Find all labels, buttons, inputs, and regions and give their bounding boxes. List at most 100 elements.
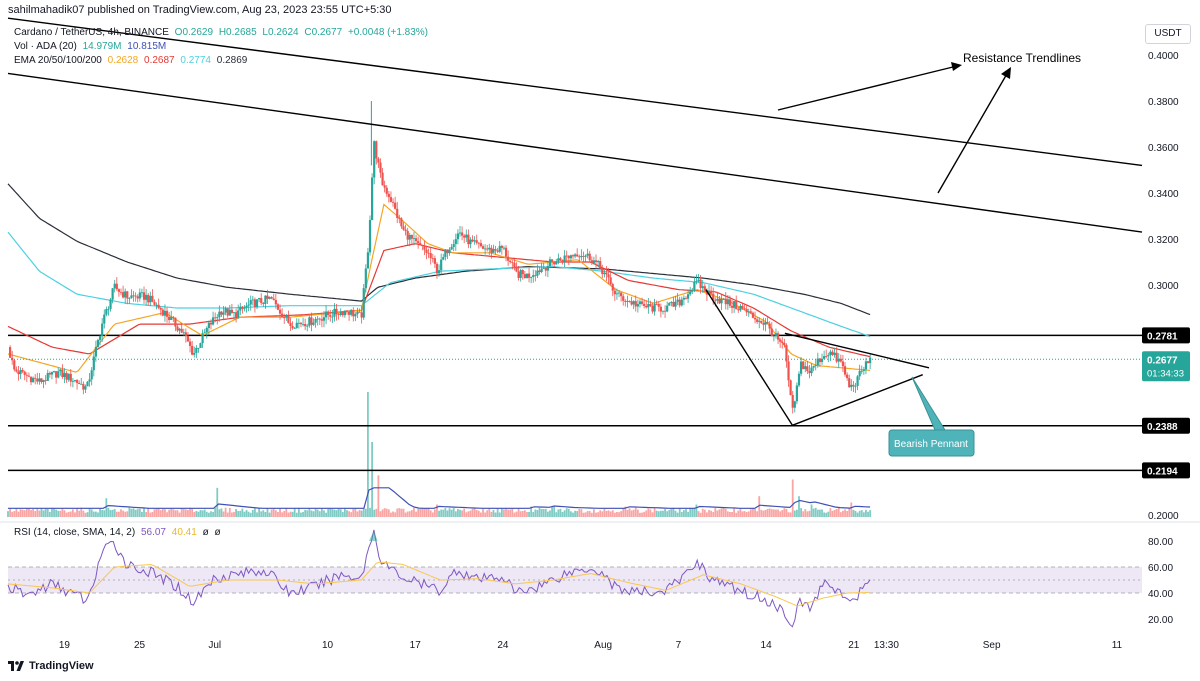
candle-body <box>825 356 828 357</box>
candle-body <box>310 317 313 325</box>
candle-body <box>860 370 863 372</box>
candle-body <box>214 317 217 319</box>
countdown-label: 01:34:33 <box>1147 368 1184 379</box>
volume-bar <box>718 509 721 517</box>
volume-bar <box>519 511 522 517</box>
volume-bar <box>419 508 422 517</box>
volume-bar <box>369 507 371 517</box>
candle-body <box>412 238 416 239</box>
candle-body <box>71 381 74 382</box>
candle-body <box>546 266 549 271</box>
candle-body <box>808 371 811 374</box>
trendline-resistance-1 <box>7 17 1143 167</box>
volume-bar <box>691 508 694 517</box>
candle-body <box>632 301 635 305</box>
candle-body <box>833 352 836 355</box>
candle-body <box>649 304 652 306</box>
volume-bar <box>816 509 819 517</box>
volume-bar <box>534 509 537 517</box>
volume-bar <box>706 512 708 517</box>
candle-body <box>237 310 240 318</box>
candle-body <box>823 356 826 359</box>
volume-bar <box>475 510 478 517</box>
time-tick-label: Jul <box>208 640 221 651</box>
volume-bar <box>779 511 782 517</box>
volume-bar <box>118 511 120 517</box>
candle-body <box>429 253 432 259</box>
volume-bar <box>78 510 81 517</box>
candle-body <box>352 309 355 317</box>
volume-bar <box>53 508 55 517</box>
currency-selector[interactable]: USDT <box>1145 24 1191 44</box>
volume-bar <box>574 510 576 517</box>
candle-body <box>630 301 633 305</box>
candle-body <box>266 295 269 299</box>
candle-body <box>657 304 660 307</box>
candle-body <box>611 284 614 291</box>
volume-bar <box>86 512 89 517</box>
candle-body <box>764 321 767 325</box>
candle-body <box>519 270 522 278</box>
candle-body <box>530 276 533 278</box>
horizontal-level-label: 0.2388 <box>1147 422 1178 433</box>
candle-body <box>783 342 786 346</box>
volume-bar <box>402 508 405 517</box>
volume-bar <box>766 508 769 517</box>
candle-body <box>548 259 552 267</box>
volume-bar <box>559 508 562 517</box>
rsi-tick-label: 60.00 <box>1148 563 1173 574</box>
volume-bar <box>576 511 579 517</box>
candle-body <box>753 317 757 320</box>
candle-body <box>253 299 257 308</box>
candle-body <box>287 315 290 323</box>
volume-bar <box>580 509 583 517</box>
time-tick-label: Sep <box>983 640 1001 651</box>
ohlc-open: O0.2629 <box>174 27 214 38</box>
volume-bar <box>676 512 679 517</box>
candle-body <box>147 294 150 303</box>
candle-body <box>609 277 612 285</box>
candle-body <box>34 377 37 379</box>
candle-body <box>32 377 35 383</box>
candle-body <box>760 320 763 324</box>
candle-body <box>178 328 181 331</box>
candle-body <box>301 323 305 325</box>
volume-bar <box>272 508 275 517</box>
volume-bar <box>17 511 20 517</box>
candle-body <box>161 309 164 316</box>
volume-bar <box>461 510 463 517</box>
volume-bar <box>254 508 256 517</box>
volume-bar <box>620 511 623 517</box>
candle-body <box>136 296 139 299</box>
tradingview-footer: TradingView <box>8 660 94 672</box>
candle-body <box>101 323 104 337</box>
volume-bar <box>454 511 457 517</box>
annotation-resistance-label: Resistance Trendlines <box>963 51 1081 65</box>
candle-body <box>232 312 236 314</box>
candle-body <box>722 298 725 300</box>
volume-bar <box>48 511 51 517</box>
volume-bar <box>833 509 836 517</box>
candle-body <box>172 316 175 318</box>
rsi-upper-value: ø <box>202 527 209 538</box>
candle-body <box>149 295 152 303</box>
candle-body <box>720 298 723 304</box>
volume-bar <box>237 511 240 517</box>
volume-bar <box>97 512 99 517</box>
volume-bar <box>413 508 415 517</box>
volume-bar <box>701 508 704 517</box>
candle-body <box>565 255 568 257</box>
candle-body <box>684 297 688 299</box>
volume-bar <box>306 510 309 517</box>
volume-bar <box>588 511 591 517</box>
volume-bar <box>647 508 650 517</box>
candle-body <box>599 261 602 269</box>
volume-bar <box>293 508 296 517</box>
candle-body <box>389 197 393 202</box>
volume-bar <box>390 512 392 517</box>
volume-bar <box>25 508 28 517</box>
candle-body <box>517 271 520 278</box>
candle-body <box>818 358 822 363</box>
